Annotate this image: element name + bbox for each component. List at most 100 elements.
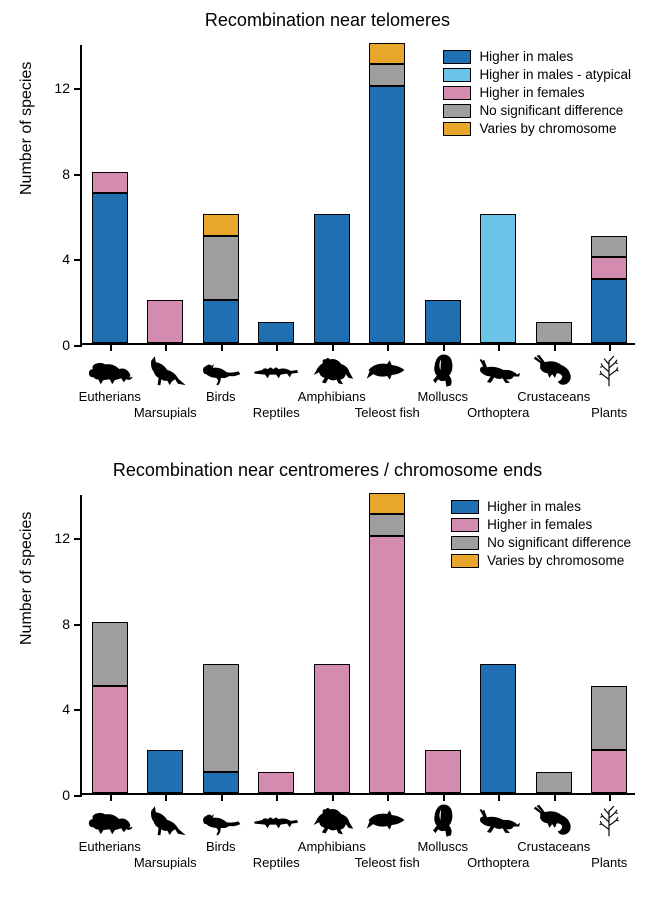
bar-segment-no_diff: [536, 322, 572, 343]
legend-swatch: [443, 86, 471, 100]
legend-label: Higher in females: [479, 85, 584, 100]
bar-segment-no_diff: [369, 64, 405, 85]
bar-segment-higher_females: [258, 772, 294, 793]
bar-segment-higher_females: [92, 686, 128, 793]
category-label: Plants: [591, 405, 627, 420]
category-label: Orthoptera: [467, 855, 529, 870]
x-tick: [443, 793, 445, 801]
bar-segment-varies: [369, 43, 405, 64]
bar-segment-no_diff: [591, 236, 627, 257]
bar-plants: [591, 236, 627, 343]
bar-segment-higher_males: [591, 279, 627, 343]
legend-label: Higher in males: [487, 499, 581, 514]
bar-segment-higher_males: [92, 193, 128, 343]
y-tick-label: 12: [54, 530, 82, 546]
bar-reptiles: [258, 322, 294, 343]
category-label: Eutherians: [79, 839, 141, 854]
kangaroo-icon: [142, 353, 188, 387]
y-tick-label: 8: [62, 166, 82, 182]
bar-segment-higher_females: [314, 664, 350, 793]
legend-item: Higher in males - atypical: [443, 67, 631, 82]
legend: Higher in males Higher in females No signi…: [451, 499, 631, 571]
plot-area: 04812EutheriansMarsupialsBirdsReptilesAm…: [80, 495, 635, 795]
x-tick: [221, 793, 223, 801]
y-axis-label: Number of species: [18, 62, 36, 195]
legend-label: No significant difference: [479, 103, 623, 118]
bar-molluscs: [425, 750, 461, 793]
x-tick: [276, 343, 278, 351]
category-label: Amphibians: [298, 839, 366, 854]
x-tick: [332, 343, 334, 351]
category-label: Birds: [206, 839, 236, 854]
x-tick: [165, 793, 167, 801]
chart-panel-1: Recombination near centromeres / chromos…: [10, 460, 645, 890]
legend-item: No significant difference: [451, 535, 631, 550]
plant-icon: [586, 353, 632, 387]
category-label: Molluscs: [417, 839, 468, 854]
bar-segment-no_diff: [536, 772, 572, 793]
bar-segment-higher_females: [591, 750, 627, 793]
legend-item: Higher in males: [451, 499, 631, 514]
x-tick: [443, 343, 445, 351]
legend-label: Higher in males: [479, 49, 573, 64]
category-label: Plants: [591, 855, 627, 870]
bar-segment-higher_males: [369, 86, 405, 343]
x-tick: [110, 793, 112, 801]
bar-segment-higher_males: [314, 214, 350, 343]
chart-title: Recombination near telomeres: [10, 10, 645, 31]
legend-swatch: [443, 68, 471, 82]
bar-marsupials: [147, 750, 183, 793]
frog-icon: [309, 353, 355, 387]
bar-eutherians: [92, 172, 128, 343]
x-tick: [498, 343, 500, 351]
category-label: Reptiles: [253, 405, 300, 420]
legend-swatch: [443, 104, 471, 118]
x-tick: [165, 343, 167, 351]
bar-segment-no_diff: [591, 686, 627, 750]
legend-swatch: [443, 50, 471, 64]
crocodile-icon: [253, 353, 299, 387]
kangaroo-icon: [142, 803, 188, 837]
x-tick: [110, 343, 112, 351]
category-label: Orthoptera: [467, 405, 529, 420]
bar-segment-higher_males: [425, 300, 461, 343]
legend-swatch: [451, 536, 479, 550]
bar-amphibians: [314, 214, 350, 343]
category-label: Eutherians: [79, 389, 141, 404]
category-label: Molluscs: [417, 389, 468, 404]
bar-segment-no_diff: [92, 622, 128, 686]
legend-swatch: [451, 518, 479, 532]
legend-item: Higher in females: [451, 517, 631, 532]
bar-birds: [203, 214, 239, 343]
legend-swatch: [451, 500, 479, 514]
bar-marsupials: [147, 300, 183, 343]
y-tick-label: 0: [62, 337, 82, 353]
y-axis-label: Number of species: [18, 512, 36, 645]
category-label: Birds: [206, 389, 236, 404]
bar-orthoptera: [480, 664, 516, 793]
legend-item: Varies by chromosome: [451, 553, 631, 568]
x-tick: [554, 793, 556, 801]
x-tick: [387, 793, 389, 801]
y-tick-label: 4: [62, 251, 82, 267]
bar-segment-higher_females: [92, 172, 128, 193]
chart-panel-0: Recombination near telomeres Number of sp…: [10, 10, 645, 440]
legend-item: No significant difference: [443, 103, 631, 118]
y-tick-label: 0: [62, 787, 82, 803]
legend: Higher in males Higher in males - atypica…: [443, 49, 631, 139]
category-label: Amphibians: [298, 389, 366, 404]
bar-segment-higher_males: [258, 322, 294, 343]
shell-icon: [420, 803, 466, 837]
fish-icon: [364, 803, 410, 837]
category-label: Marsupials: [134, 405, 197, 420]
fish-icon: [364, 353, 410, 387]
bar-segment-no_diff: [203, 664, 239, 771]
bar-teleost: [369, 43, 405, 343]
y-tick-label: 8: [62, 616, 82, 632]
x-tick: [498, 793, 500, 801]
category-label: Crustaceans: [517, 839, 590, 854]
grasshopper-icon: [475, 803, 521, 837]
bar-plants: [591, 686, 627, 793]
category-label: Crustaceans: [517, 389, 590, 404]
x-tick: [609, 793, 611, 801]
